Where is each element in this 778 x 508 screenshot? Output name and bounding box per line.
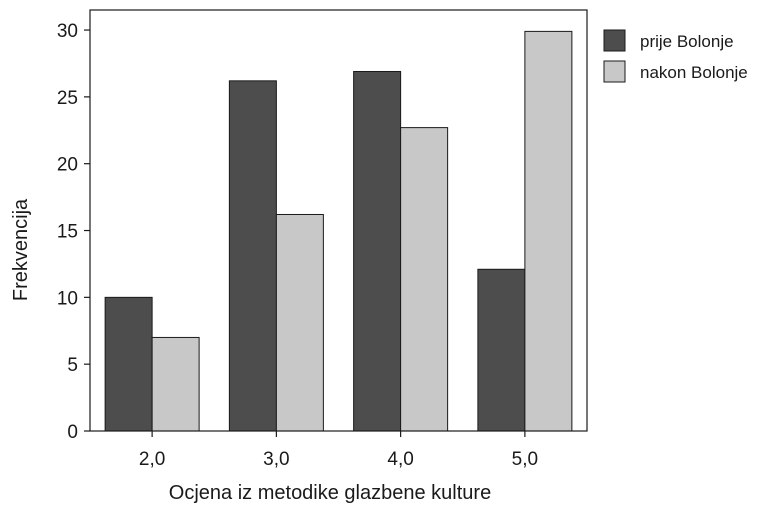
y-axis-title: Frekvencija [10, 198, 32, 301]
y-tick-label: 25 [57, 88, 78, 109]
y-tick-label: 5 [67, 355, 78, 376]
x-tick-label: 5,0 [512, 449, 538, 470]
plot-frame [89, 9, 588, 432]
x-axis-title: Ocjena iz metodike glazbene kulture [169, 482, 491, 504]
bar-prije-3 [477, 268, 526, 432]
x-tick-label: 4,0 [387, 449, 413, 470]
bar-prije-2 [353, 70, 402, 432]
x-tick-label: 2,0 [139, 449, 165, 470]
y-tick-label: 0 [67, 422, 78, 443]
legend-label: nakon Bolonje [640, 63, 748, 82]
x-axis: 2,0 3,0 4,0 5,0 [139, 431, 538, 470]
legend-swatch [603, 29, 626, 52]
y-tick-label: 10 [57, 288, 78, 309]
bar-prije-1 [228, 80, 277, 432]
bar-nakon-0 [151, 336, 200, 432]
bar-prije-0 [104, 296, 153, 432]
y-axis: 0 5 10 15 20 25 30 [57, 21, 90, 443]
legend-swatch [603, 60, 626, 83]
y-tick-label: 20 [57, 155, 78, 176]
x-tick-label: 3,0 [263, 449, 289, 470]
y-tick-label: 30 [57, 21, 78, 42]
legend-label: prije Bolonje [640, 32, 734, 51]
legend: prije Bolonje nakon Bolonje [603, 29, 748, 83]
y-tick-label: 15 [57, 222, 78, 243]
bar-nakon-3 [524, 30, 573, 432]
bars-layer [104, 30, 573, 432]
bar-nakon-2 [400, 127, 449, 432]
bar-nakon-1 [275, 213, 324, 432]
